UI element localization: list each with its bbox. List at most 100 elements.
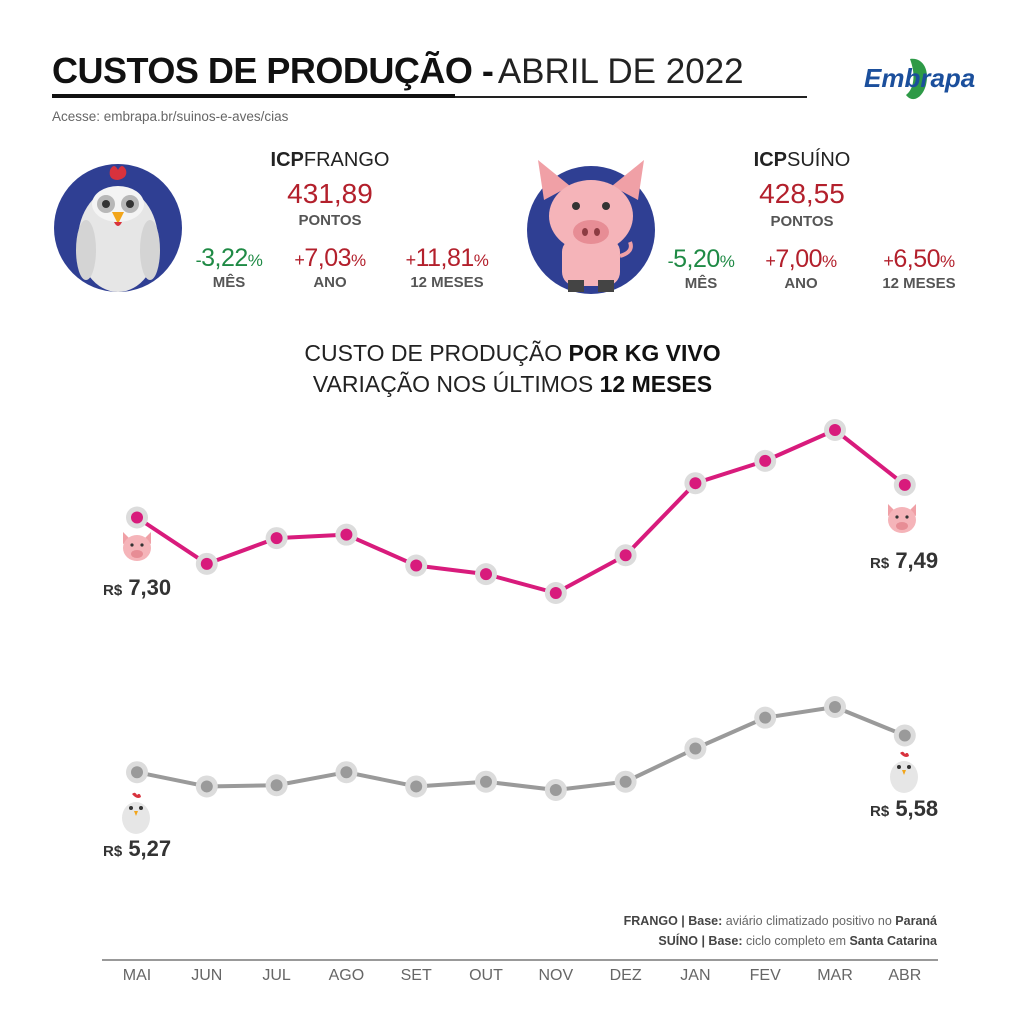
frango-12m-variation: +11,81%: [405, 244, 489, 272]
data-point: [270, 532, 283, 545]
data-point-halo: [265, 527, 288, 550]
frango-month-label: MÊS: [212, 274, 246, 291]
title-underline-bold: [52, 94, 455, 98]
data-point-halo: [614, 544, 637, 567]
data-point: [270, 779, 283, 792]
data-point-halo: [475, 770, 497, 793]
data-point-halo: [195, 552, 218, 575]
chart-title-line1: CUSTO DE PRODUÇÃO POR KG VIVO: [304, 340, 721, 366]
data-point: [200, 780, 213, 793]
icp-suino-unit: PONTOS: [770, 213, 834, 230]
data-point: [619, 775, 632, 788]
data-point-halo: [335, 523, 358, 546]
data-point-halo: [893, 473, 916, 496]
data-point-halo: [405, 554, 428, 577]
note-suino: SUÍNO | Base: ciclo completo em Santa Ca…: [658, 934, 937, 948]
suino-12m-label: 12 MESES: [882, 275, 956, 292]
logo-text: Embrapa: [864, 63, 975, 93]
icp-frango-bold: ICP: [270, 149, 304, 171]
data-point-halo: [475, 563, 497, 586]
data-point-halo: [335, 761, 358, 784]
data-point-halo: [684, 737, 707, 760]
chicken-small-icon-start: [122, 792, 150, 834]
icp-suino-bold: ICP: [753, 149, 787, 171]
price-suino-end: R$ 7,49: [870, 548, 939, 573]
x-tick-label: AGO: [329, 967, 365, 984]
icp-frango-name: FRANGO: [303, 149, 390, 171]
data-point-halo: [614, 770, 637, 793]
data-point-halo: [684, 472, 707, 495]
data-point: [619, 549, 632, 562]
icp-suino-label: ICPSUÍNO: [737, 149, 867, 172]
access-link[interactable]: Acesse: embrapa.br/suinos-e-aves/cias: [52, 109, 289, 124]
data-point: [689, 742, 702, 755]
series-frango: [126, 696, 916, 801]
icp-frango-value: 431,89: [287, 178, 373, 209]
data-point-halo: [265, 774, 288, 797]
suino-month-variation: -5,20%: [667, 245, 735, 273]
data-point-halo: [824, 419, 846, 441]
title-bold: CUSTOS DE PRODUÇÃO -: [52, 50, 494, 91]
pig-small-icon-end: [888, 504, 916, 533]
icp-suino-name: SUÍNO: [787, 149, 851, 171]
x-tick-label: JUL: [262, 967, 291, 984]
data-point-halo: [824, 696, 846, 718]
data-point: [549, 587, 562, 599]
x-tick-label: SET: [401, 967, 432, 984]
data-point-halo: [405, 775, 428, 798]
data-point-halo: [544, 582, 567, 604]
data-point: [131, 766, 143, 779]
data-point: [480, 568, 492, 581]
series-suno: [126, 419, 916, 604]
title-light: ABRIL DE 2022: [497, 52, 744, 91]
x-tick-label: DEZ: [610, 967, 642, 984]
chicken-small-icon-end: [890, 751, 918, 793]
pig-avatar: [527, 160, 655, 294]
frango-month-variation: -3,22%: [195, 244, 263, 272]
pig-small-icon-start: [123, 532, 151, 561]
price-frango-start: R$ 5,27: [103, 836, 172, 861]
suino-year-label: ANO: [784, 275, 818, 292]
icp-frango-label: ICPFRANGO: [265, 149, 395, 172]
price-frango-end: R$ 5,58: [870, 796, 939, 821]
series-line: [135, 428, 907, 595]
data-point: [410, 780, 423, 793]
x-tick-label: MAR: [817, 967, 853, 984]
data-point: [829, 424, 841, 436]
data-point: [131, 511, 143, 524]
x-tick-label: JAN: [680, 967, 710, 984]
data-point-halo: [544, 779, 567, 801]
suino-12m-variation: +6,50%: [883, 245, 955, 273]
logo-leaf-icon: [906, 58, 928, 100]
data-point: [689, 477, 702, 490]
suino-month-label: MÊS: [684, 275, 718, 292]
data-point: [549, 784, 562, 796]
data-point: [200, 557, 213, 570]
chicken-avatar: [54, 164, 182, 292]
x-tick-label: MAI: [123, 967, 151, 984]
data-point-halo: [126, 761, 148, 784]
data-point-halo: [195, 775, 218, 798]
x-tick-label: FEV: [750, 967, 781, 984]
data-point: [898, 729, 911, 742]
data-point: [410, 559, 423, 572]
chart-title-line2: VARIAÇÃO NOS ÚLTIMOS 12 MESES: [312, 371, 713, 397]
x-tick-label: JUN: [191, 967, 222, 984]
data-point: [898, 478, 911, 491]
page-title: CUSTOS DE PRODUÇÃO - ABRIL DE 2022: [52, 50, 744, 92]
data-point-halo: [754, 449, 777, 472]
icp-frango-unit: PONTOS: [298, 212, 362, 229]
frango-year-variation: +7,03%: [294, 244, 366, 272]
note-frango: FRANGO | Base: aviário climatizado posit…: [623, 914, 937, 928]
frango-12m-label: 12 MESES: [410, 274, 484, 291]
frango-year-label: ANO: [313, 274, 347, 291]
data-point: [480, 775, 492, 788]
icp-suino-value: 428,55: [759, 178, 845, 209]
suino-year-variation: +7,00%: [765, 245, 837, 273]
data-point: [759, 454, 772, 467]
data-point-halo: [893, 724, 916, 747]
price-suino-start: R$ 7,30: [103, 575, 172, 600]
embrapa-logo: Embrapa: [864, 58, 975, 100]
x-tick-label: NOV: [538, 967, 573, 984]
